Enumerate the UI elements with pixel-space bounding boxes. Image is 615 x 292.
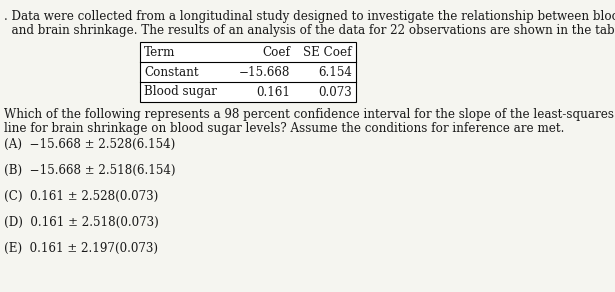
Bar — [140, 42, 356, 102]
Text: Term: Term — [144, 46, 175, 58]
Text: 0.161: 0.161 — [256, 86, 290, 98]
Text: Coef: Coef — [262, 46, 290, 58]
Text: (A)  −15.668 ± 2.528(6.154): (A) −15.668 ± 2.528(6.154) — [4, 138, 175, 151]
Text: (C)  0.161 ± 2.528(0.073): (C) 0.161 ± 2.528(0.073) — [4, 190, 158, 203]
Text: (E)  0.161 ± 2.197(0.073): (E) 0.161 ± 2.197(0.073) — [4, 242, 158, 255]
Text: (B)  −15.668 ± 2.518(6.154): (B) −15.668 ± 2.518(6.154) — [4, 164, 175, 177]
Text: and brain shrinkage. The results of an analysis of the data for 22 observations : and brain shrinkage. The results of an a… — [4, 24, 615, 37]
Text: Blood sugar: Blood sugar — [144, 86, 217, 98]
Text: Constant: Constant — [144, 65, 199, 79]
Text: line for brain shrinkage on blood sugar levels? Assume the conditions for infere: line for brain shrinkage on blood sugar … — [4, 122, 565, 135]
Text: SE Coef: SE Coef — [303, 46, 352, 58]
Text: . Data were collected from a longitudinal study designed to investigate the rela: . Data were collected from a longitudina… — [4, 10, 615, 23]
Text: −15.668: −15.668 — [239, 65, 290, 79]
Text: 6.154: 6.154 — [318, 65, 352, 79]
Text: 0.073: 0.073 — [318, 86, 352, 98]
Text: (D)  0.161 ± 2.518(0.073): (D) 0.161 ± 2.518(0.073) — [4, 216, 159, 229]
Text: Which of the following represents a 98 percent confidence interval for the slope: Which of the following represents a 98 p… — [4, 108, 615, 121]
